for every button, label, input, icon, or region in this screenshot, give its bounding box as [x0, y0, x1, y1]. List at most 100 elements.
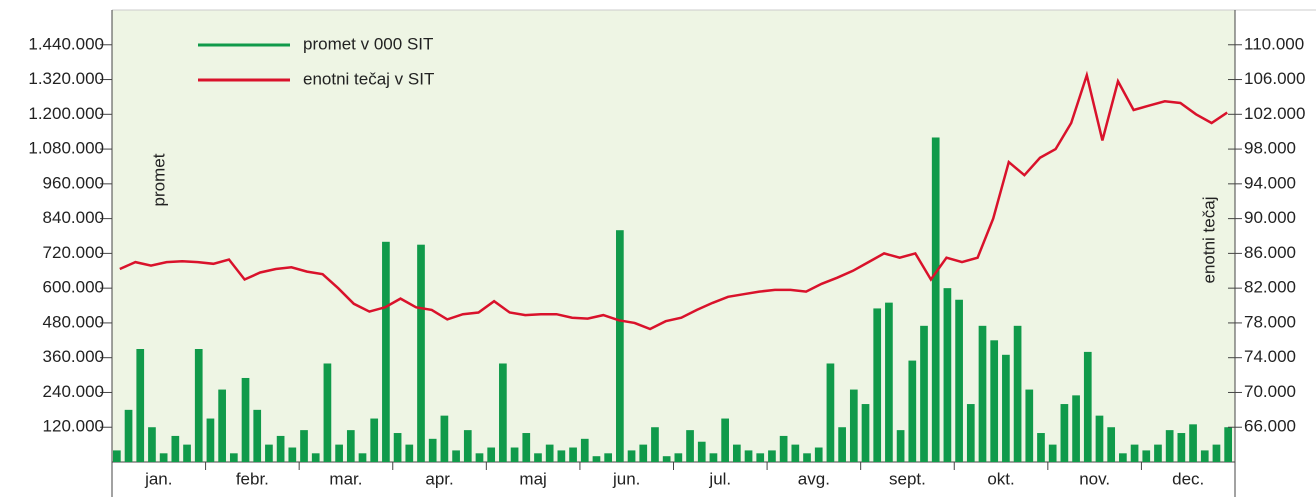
bar: [686, 430, 694, 462]
bar: [393, 433, 402, 462]
x-tick-label: sept.: [889, 469, 926, 488]
y2-tick-label: 74.000: [1244, 347, 1296, 366]
bar: [908, 360, 917, 462]
bar: [756, 453, 765, 462]
y2-tick-label: 106.000: [1244, 69, 1305, 88]
bar: [206, 418, 215, 462]
bar: [721, 418, 729, 462]
x-tick-label: mar.: [329, 469, 362, 488]
bar: [1107, 427, 1116, 462]
bar: [779, 435, 788, 462]
y2-tick-label: 82.000: [1244, 278, 1296, 297]
bar: [674, 453, 683, 462]
bar: [136, 349, 145, 462]
bar: [896, 430, 905, 462]
bar: [616, 230, 624, 462]
bar: [276, 435, 285, 462]
y-tick-label: 1.440.000: [28, 34, 104, 53]
bar: [288, 447, 297, 462]
y-tick-label: 600.000: [43, 278, 104, 297]
bar: [826, 363, 835, 462]
bar: [183, 444, 191, 462]
y-tick-label: 960.000: [43, 173, 104, 192]
y2-tick-label: 94.000: [1244, 173, 1296, 192]
bar: [1083, 351, 1092, 462]
bar: [241, 377, 250, 462]
bar: [662, 456, 671, 462]
bar: [463, 430, 472, 462]
x-tick-label: apr.: [425, 469, 453, 488]
bar: [1154, 444, 1162, 462]
bar: [1130, 444, 1139, 462]
x-tick-label: nov.: [1079, 469, 1110, 488]
y-tick-label: 240.000: [43, 382, 104, 401]
bar: [966, 404, 975, 462]
y2-tick-label: 66.000: [1244, 417, 1296, 436]
bar: [592, 456, 601, 462]
bar: [838, 427, 846, 462]
bar: [499, 363, 507, 462]
bar: [920, 325, 928, 462]
y-tick-label: 1.200.000: [28, 104, 104, 123]
bar: [382, 241, 390, 462]
bar: [557, 450, 566, 462]
y-tick-label: 1.080.000: [28, 139, 104, 158]
y2-tick-label: 70.000: [1244, 382, 1296, 401]
bar: [358, 453, 367, 462]
y-tick-label: 720.000: [43, 243, 104, 262]
bar: [931, 137, 940, 462]
y2-axis-title: enotni tečaj: [1199, 197, 1218, 284]
bar: [604, 453, 613, 462]
bar: [124, 409, 133, 462]
plot-background: [112, 10, 1235, 462]
bar: [475, 453, 484, 462]
y-tick-label: 120.000: [43, 417, 104, 436]
y-tick-label: 840.000: [43, 208, 104, 227]
bar: [253, 409, 262, 462]
y2-tick-label: 78.000: [1244, 312, 1296, 331]
bar: [265, 444, 273, 462]
bar: [171, 435, 180, 462]
bar: [1177, 433, 1186, 462]
x-tick-label: okt.: [987, 469, 1014, 488]
bar: [697, 441, 706, 462]
bar: [159, 453, 168, 462]
y-tick-label: 480.000: [43, 312, 104, 331]
bar: [1048, 444, 1057, 462]
bar: [651, 427, 659, 462]
bar: [1212, 444, 1221, 462]
legend-label: promet v 000 SIT: [303, 34, 433, 53]
bar: [194, 349, 203, 462]
bar: [335, 444, 343, 462]
bar: [229, 453, 238, 462]
bar: [1072, 395, 1080, 462]
bar: [814, 447, 823, 462]
y2-tick-label: 98.000: [1244, 139, 1296, 158]
y2-tick-label: 110.000: [1244, 34, 1304, 53]
bar: [803, 453, 811, 462]
bar: [1189, 424, 1197, 462]
bar: [510, 447, 519, 462]
bar: [452, 450, 460, 462]
bar: [1095, 415, 1104, 462]
bar: [1200, 450, 1209, 462]
bar: [311, 453, 320, 462]
y-tick-label: 360.000: [43, 347, 104, 366]
bar: [323, 363, 332, 462]
bar: [1060, 404, 1069, 462]
bar: [148, 427, 156, 462]
bar: [1025, 389, 1034, 462]
bar: [580, 438, 589, 462]
x-tick-label: jan.: [144, 469, 172, 488]
bar: [955, 299, 963, 462]
bar: [709, 453, 718, 462]
bar: [569, 447, 577, 462]
bar: [370, 418, 379, 462]
y2-tick-label: 102.000: [1244, 104, 1305, 123]
bar: [487, 447, 496, 462]
bar: [1002, 354, 1010, 462]
bar: [732, 444, 741, 462]
bar: [849, 389, 858, 462]
bar: [639, 444, 648, 462]
bar: [744, 450, 753, 462]
